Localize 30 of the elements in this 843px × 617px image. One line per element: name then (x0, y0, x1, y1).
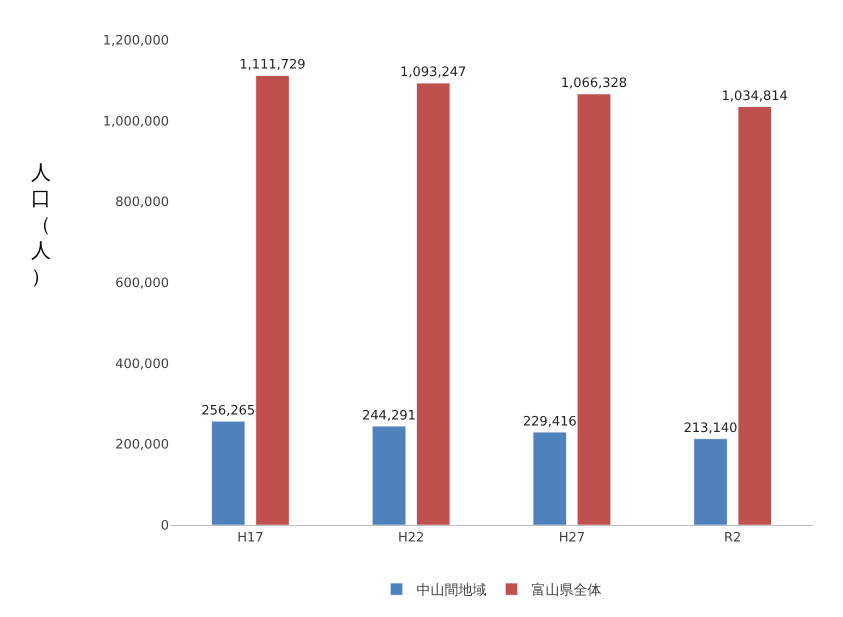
x-tick-label: R2 (724, 530, 742, 546)
y-axis-title: 人口（人） (31, 160, 51, 288)
data-label: 1,066,328 (560, 76, 628, 92)
bar (256, 75, 290, 525)
bar (532, 432, 567, 525)
y-tick-label: 800,000 (115, 195, 169, 210)
bar (211, 421, 246, 525)
bar (372, 426, 406, 525)
y-tick-label: 400,000 (115, 356, 169, 372)
x-tick-label: H17 (237, 530, 264, 546)
legend-label: 中山間地域 (416, 582, 486, 599)
data-label: 244,291 (362, 408, 416, 424)
y-tick-label: 200,000 (115, 438, 169, 453)
data-label: 1,034,814 (722, 88, 788, 104)
bar (416, 82, 450, 525)
data-label: 1,111,729 (239, 58, 306, 73)
y-tick-label: 1,000,000 (102, 114, 169, 130)
bar (694, 438, 728, 525)
data-label: 1,093,247 (400, 65, 466, 80)
data-label: 229,416 (522, 414, 577, 430)
bar (738, 106, 772, 525)
y-tick-label: 1,200,000 (102, 34, 169, 49)
x-tick-label: H27 (558, 530, 586, 546)
data-label: 213,140 (684, 420, 738, 436)
y-tick-label: 600,000 (115, 276, 169, 292)
data-label: 256,265 (201, 403, 256, 418)
y-tick-label: 0 (160, 518, 169, 534)
bar (577, 94, 611, 525)
legend-label: 富山県全体 (532, 582, 602, 599)
x-tick-label: H22 (398, 530, 424, 546)
